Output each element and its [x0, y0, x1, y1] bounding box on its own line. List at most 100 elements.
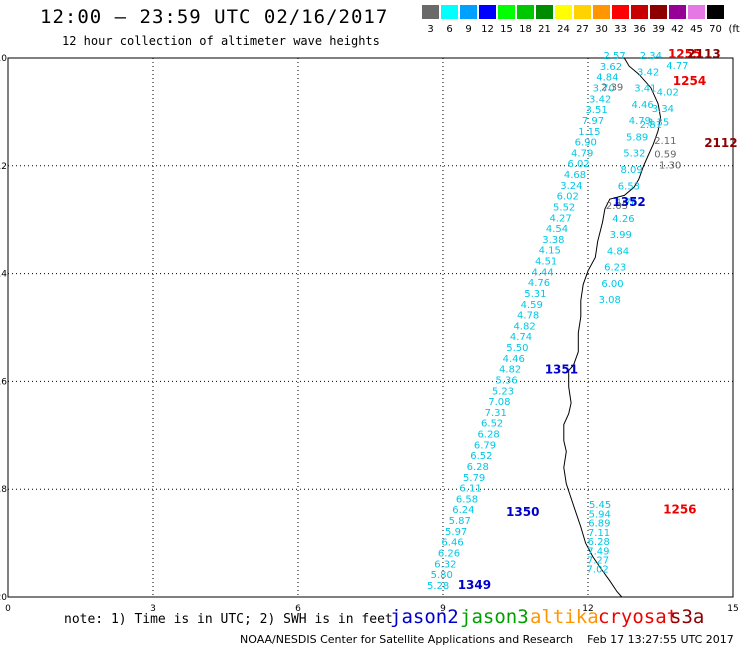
cryosat-south-swh-value: 7.11: [588, 528, 610, 539]
jason2-swh-value: 6.02: [557, 192, 579, 203]
track-label-1255: 1255: [668, 47, 701, 61]
legend-swatch-24: [555, 5, 572, 19]
cryosat-south-swh-value: 7.49: [587, 546, 609, 557]
satellite-cryosat: cryosat: [598, 606, 679, 628]
jason2-swh-value: 5.52: [553, 202, 575, 213]
cryosat-swh-value: 4.76: [615, 198, 637, 209]
cryosat-swh-value: 4.79: [629, 116, 651, 127]
legend-label-45: 45: [690, 24, 703, 35]
jason2-swh-value: 5.97: [445, 527, 467, 538]
satellite-jason3: jason3: [460, 606, 529, 628]
legend-swatch-39: [650, 5, 667, 19]
cryosat-swh-value: 4.46: [631, 100, 653, 111]
jason2-swh-value: 6.24: [452, 505, 474, 516]
s3a-swh-value: 4.77: [666, 61, 688, 72]
jason2-swh-value: 3.24: [560, 181, 582, 192]
legend-label-3: 3: [427, 24, 434, 35]
legend-swatch-9: [460, 5, 477, 19]
legend-label-42: 42: [671, 24, 684, 35]
cryosat-swh-value: 5.89: [626, 132, 648, 143]
jason2-swh-value: 3.42: [589, 94, 611, 105]
legend-swatch-36: [631, 5, 648, 19]
jason2-swh-value: 5.50: [506, 343, 528, 354]
lon-tick-label: 9: [440, 604, 446, 614]
jason2-swh-value: 4.82: [513, 321, 535, 332]
track-label-1349: 1349: [458, 578, 491, 592]
legend-swatch-6: [441, 5, 458, 19]
track-label-2112: 2112: [704, 136, 737, 150]
track-label-1254: 1254: [673, 74, 706, 88]
legend-swatch-33: [612, 5, 629, 19]
legend-swatch-30: [593, 5, 610, 19]
legend-label-70: 70: [709, 24, 722, 35]
jason2-swh-value: 5.79: [463, 473, 485, 484]
cryosat-swh-value: 3.08: [599, 295, 621, 306]
lat-tick-label: -12: [0, 162, 7, 172]
page-subtitle: 12 hour collection of altimeter wave hei…: [62, 34, 380, 48]
legend-label-18: 18: [519, 24, 532, 35]
legend-swatch-12: [479, 5, 496, 19]
jason2-swh-value: 6.52: [470, 451, 492, 462]
cryosat-swh-value: 8.09: [621, 165, 643, 176]
legend-label-27: 27: [576, 24, 589, 35]
jason2-swh-value: 5.80: [431, 570, 453, 581]
cryosat-swh-value: 4.26: [612, 214, 634, 225]
jason2-swh-value: 4.76: [528, 278, 550, 289]
legend-swatch-18: [517, 5, 534, 19]
legend-swatch-27: [574, 5, 591, 19]
s3a-swh-value: 4.02: [657, 88, 679, 99]
jason2-swh-value: 6.28: [467, 462, 489, 473]
legend-swatch-70: [707, 5, 724, 19]
satellite-s3a: s3a: [670, 606, 705, 628]
cryosat-swh-value: 5.32: [623, 149, 645, 160]
jason2-swh-value: 7.08: [488, 397, 510, 408]
map-frame: [7, 57, 734, 598]
jason2-swh-value: 4.82: [499, 365, 521, 376]
legend-swatch-45: [688, 5, 705, 19]
legend-swatch-3: [422, 5, 439, 19]
legend-label-30: 30: [595, 24, 608, 35]
jason2-swh-value: 6.02: [567, 159, 589, 170]
jason2-swh-value: 3.70: [593, 84, 615, 95]
track-label-1256: 1256: [663, 502, 696, 516]
track-label-1352: 1352: [612, 195, 645, 209]
jason2-swh-value: 2.57: [603, 51, 625, 62]
cryosat-swh-value: 3.41: [634, 84, 656, 95]
cryosat-south-swh-value: 6.28: [588, 537, 610, 548]
s3a-swh-value: 2.05: [606, 201, 628, 212]
jason2-swh-value: 4.84: [596, 73, 618, 84]
jason2-swh-value: 7.31: [485, 408, 507, 419]
legend-label-12: 12: [481, 24, 494, 35]
jason2-swh-value: 3.38: [542, 235, 564, 246]
jason2-swh-value: 3.62: [600, 62, 622, 73]
legend-label-9: 9: [465, 24, 472, 35]
cryosat-swh-value: 6.23: [604, 263, 626, 274]
jason2-swh-value: 4.51: [535, 257, 557, 268]
jason2-swh-value: 4.27: [549, 213, 571, 224]
legend-label-36: 36: [633, 24, 646, 35]
lat-tick-label: -18: [0, 485, 7, 495]
s3a-swh-value: 2.81: [640, 120, 662, 131]
s3a-swh-value: 3.35: [647, 117, 669, 128]
lon-tick-label: 6: [295, 604, 301, 614]
jason2-swh-value: 6.11: [459, 484, 481, 495]
track-label-1350: 1350: [506, 505, 539, 519]
legend-label-39: 39: [652, 24, 665, 35]
satellite-altika: altika: [530, 606, 599, 628]
cryosat-swh-value: 2.34: [640, 51, 662, 62]
jason2-swh-value: 6.32: [434, 559, 456, 570]
lon-tick-label: 15: [727, 604, 738, 614]
footer-credit: NOAA/NESDIS Center for Satellite Applica…: [240, 633, 574, 646]
jason2-swh-value: 3.51: [585, 105, 607, 116]
s3a-swh-value: 2.39: [601, 82, 623, 93]
jason2-swh-value: 4.46: [503, 354, 525, 365]
jason2-swh-value: 6.79: [474, 440, 496, 451]
legend-label-33: 33: [614, 24, 627, 35]
cryosat-swh-value: 3.42: [637, 67, 659, 78]
s3a-swh-value: 2.11: [654, 136, 676, 147]
legend-label-15: 15: [500, 24, 513, 35]
s3a-swh-value: 0.59: [654, 150, 676, 161]
cryosat-south-swh-value: 7.27: [587, 556, 609, 567]
legend-unit: (ft): [728, 24, 740, 35]
